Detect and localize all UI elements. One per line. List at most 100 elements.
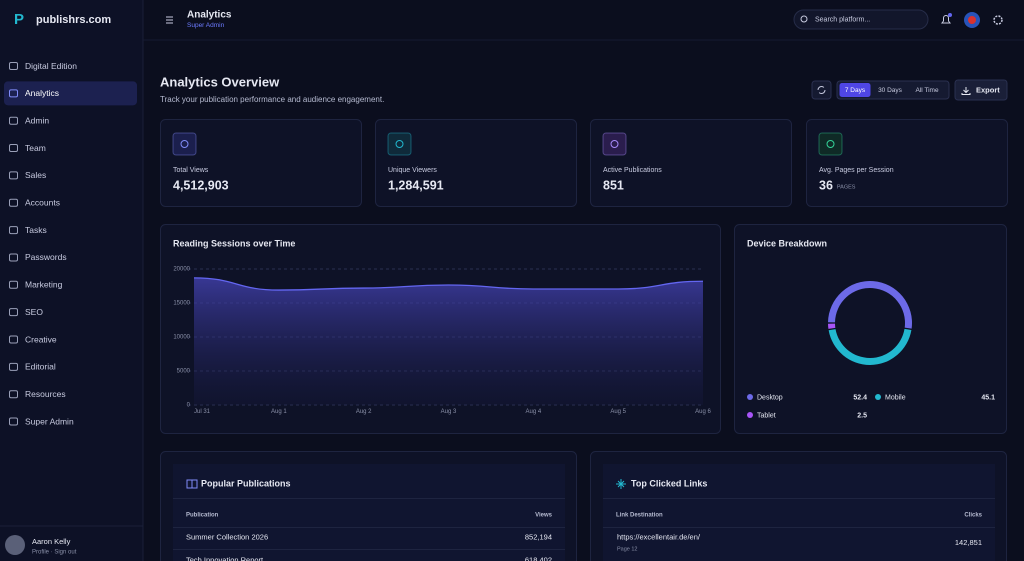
nav-item[interactable]: Creative: [25, 334, 57, 344]
range-button[interactable]: 30 Days: [878, 87, 903, 94]
nav-item[interactable]: Passwords: [25, 252, 67, 262]
legend-value: 45.1: [981, 394, 995, 401]
header-title: Analytics: [187, 10, 232, 21]
column-header: Link Destination: [616, 513, 663, 519]
export-label[interactable]: Export: [976, 85, 1000, 94]
nav-item[interactable]: Super Admin: [25, 416, 74, 426]
legend-dot: [747, 394, 753, 400]
stat-icon-glyph: [610, 140, 619, 148]
x-tick-label: Aug 2: [356, 409, 372, 415]
link-url[interactable]: https://excellentair.de/en/: [617, 532, 701, 541]
nav-item[interactable]: Marketing: [25, 280, 63, 290]
range-button[interactable]: 7 Days: [845, 87, 866, 94]
stat-card: [590, 119, 792, 207]
nav-item[interactable]: Resources: [25, 389, 66, 399]
stat-icon-glyph: [826, 140, 835, 148]
legend-label: Tablet: [757, 412, 776, 419]
publications-panel: [173, 464, 565, 561]
line-title: Reading Sessions over Time: [173, 238, 295, 248]
link-page: Page 12: [617, 546, 638, 552]
nav-item[interactable]: SEO: [25, 307, 43, 317]
legend-label: Desktop: [757, 394, 783, 401]
export-icon: [961, 87, 971, 95]
avatar-badge: [968, 16, 976, 24]
refresh-button[interactable]: [811, 80, 832, 100]
pie-title: Device Breakdown: [747, 238, 827, 248]
nav-icon: [9, 308, 18, 317]
logo-mark: P: [14, 11, 24, 28]
bell-icon[interactable]: [941, 15, 951, 24]
nav-item[interactable]: Tasks: [25, 225, 47, 235]
sparkle-icon: [616, 479, 626, 489]
range-buttons: 7 Days 30 Days All Time: [839, 83, 939, 97]
pie-chart: Desktop 52.4 Mobile 45.1 Tablet 2.5: [747, 281, 995, 419]
nav-icon: [9, 335, 18, 344]
page-subtitle: Track your publication performance and a…: [160, 95, 384, 104]
stat-icon-glyph: [395, 140, 404, 148]
refresh-icon: [817, 86, 826, 94]
x-tick-label: Jul 31: [194, 409, 211, 415]
nav-item[interactable]: Accounts: [25, 198, 60, 208]
header-subtitle: Super Admin: [187, 22, 225, 29]
stat-card: [806, 119, 1008, 207]
nav-item[interactable]: Editorial: [25, 362, 56, 372]
notification-dot: [948, 13, 952, 17]
settings-icon[interactable]: [993, 15, 1003, 25]
nav-item[interactable]: Digital Edition: [25, 61, 77, 71]
line-chart: 0 5000 10000 15000 20000 Jul 31 Aug 1 Aug 2 Aug …: [173, 267, 711, 416]
publication-name[interactable]: Tech Innovation Report: [186, 555, 264, 561]
stat-cards: Total Views 4,512,903 Unique Viewers 1,284,…: [160, 119, 1008, 207]
stat-label: Total Views: [173, 167, 209, 174]
nav-icon: [9, 116, 18, 125]
nav-item[interactable]: Analytics: [25, 88, 59, 98]
nav-icon: [9, 226, 18, 235]
nav-active: [4, 81, 137, 106]
pie-slice[interactable]: [828, 328, 912, 365]
stat-icon: [172, 132, 197, 156]
user-links[interactable]: Profile · Sign out: [32, 550, 77, 556]
search-box[interactable]: [793, 9, 929, 30]
book-icon: [186, 479, 198, 489]
x-tick-label: Aug 5: [610, 409, 626, 415]
stat-card: [375, 119, 577, 207]
line: [193, 277, 704, 291]
user-avatar[interactable]: [5, 535, 25, 555]
link-clicks: 142,851: [955, 538, 982, 547]
range-button[interactable]: All Time: [915, 87, 939, 94]
nav-item[interactable]: Sales: [25, 170, 46, 180]
nav-item[interactable]: Admin: [25, 115, 49, 125]
links-panel: [603, 464, 995, 561]
nav-icon: [9, 198, 18, 207]
nav-item[interactable]: Team: [25, 143, 46, 153]
publications-title: Popular Publications: [201, 478, 291, 488]
x-tick-label: Aug 1: [271, 409, 287, 415]
pie-slice[interactable]: [828, 323, 836, 329]
x-tick-label: Aug 6: [695, 409, 711, 415]
menu-icon[interactable]: [166, 16, 173, 24]
stat-value: 1,284,591: [388, 178, 444, 192]
stat-label: Avg. Pages per Session: [819, 167, 894, 174]
column-header: Publication: [186, 513, 219, 519]
range-active: [839, 83, 871, 97]
brand[interactable]: publishrs.com: [36, 14, 111, 26]
links-title: Top Clicked Links: [631, 478, 707, 488]
y-tick-label: 5000: [177, 369, 191, 375]
search-icon: [800, 15, 808, 23]
stat-value: 851: [603, 178, 624, 192]
pie-slice[interactable]: [828, 281, 912, 329]
sidebar-nav: Digital Edition Analytics Admin Team Sales Ac…: [4, 61, 137, 426]
y-tick-label: 0: [187, 403, 191, 409]
stat-icon: [818, 132, 843, 156]
column-header: Views: [535, 513, 553, 519]
stat-icon: [387, 132, 412, 156]
nav-icon: [9, 280, 18, 289]
stat-value: 36: [819, 178, 833, 192]
column-header: Clicks: [964, 513, 982, 519]
search-placeholder: Search platform...: [815, 16, 870, 23]
publication-name[interactable]: Summer Collection 2026: [186, 532, 268, 541]
y-tick-label: 10000: [173, 335, 190, 341]
legend-dot: [875, 394, 881, 400]
nav-icon: [9, 417, 18, 426]
